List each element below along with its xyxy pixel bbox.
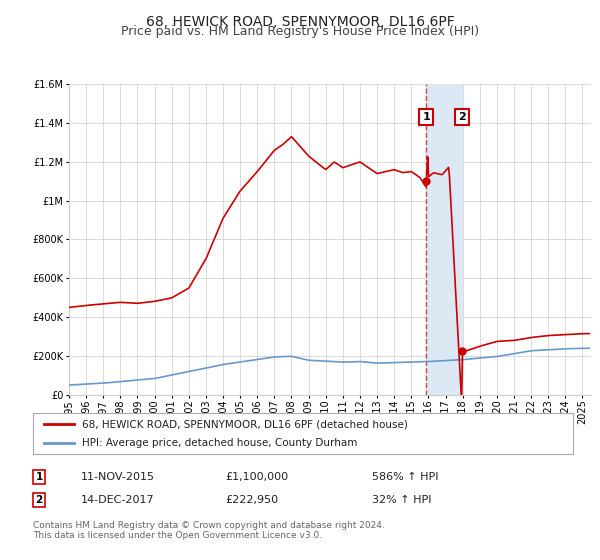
Text: 1: 1: [35, 472, 43, 482]
Text: 32% ↑ HPI: 32% ↑ HPI: [372, 495, 431, 505]
Text: HPI: Average price, detached house, County Durham: HPI: Average price, detached house, Coun…: [82, 438, 357, 447]
Text: 586% ↑ HPI: 586% ↑ HPI: [372, 472, 439, 482]
Text: 2: 2: [35, 495, 43, 505]
Text: 14-DEC-2017: 14-DEC-2017: [81, 495, 155, 505]
Text: 11-NOV-2015: 11-NOV-2015: [81, 472, 155, 482]
Text: 68, HEWICK ROAD, SPENNYMOOR, DL16 6PF (detached house): 68, HEWICK ROAD, SPENNYMOOR, DL16 6PF (d…: [82, 419, 407, 429]
Text: This data is licensed under the Open Government Licence v3.0.: This data is licensed under the Open Gov…: [33, 531, 322, 540]
Text: £222,950: £222,950: [225, 495, 278, 505]
Text: £1,100,000: £1,100,000: [225, 472, 288, 482]
Text: 1: 1: [422, 112, 430, 122]
Text: Price paid vs. HM Land Registry's House Price Index (HPI): Price paid vs. HM Land Registry's House …: [121, 25, 479, 38]
Text: 68, HEWICK ROAD, SPENNYMOOR, DL16 6PF: 68, HEWICK ROAD, SPENNYMOOR, DL16 6PF: [146, 15, 454, 29]
Bar: [426, 84, 462, 395]
Text: Contains HM Land Registry data © Crown copyright and database right 2024.: Contains HM Land Registry data © Crown c…: [33, 521, 385, 530]
Text: 2: 2: [458, 112, 466, 122]
